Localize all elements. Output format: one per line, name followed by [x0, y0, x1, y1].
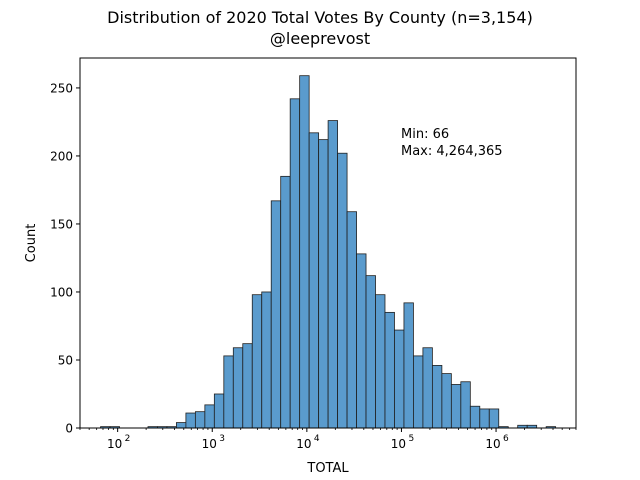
histogram-bar — [431, 365, 443, 429]
y-axis: 0 50 100 150 200 250 — [50, 81, 80, 436]
histogram-bar — [460, 381, 471, 429]
histogram-bar — [213, 393, 225, 429]
histogram-bar — [242, 343, 253, 429]
y-tick-label: 100 — [50, 285, 73, 299]
histogram-bar — [204, 404, 215, 429]
x-tick-exponent: 3 — [219, 434, 225, 444]
y-axis-label: Count — [24, 224, 39, 263]
histogram-bar — [327, 120, 338, 429]
y-tick-label: 250 — [50, 81, 73, 95]
histogram-bar — [450, 384, 462, 429]
y-tick-label: 50 — [58, 353, 73, 367]
histogram-bar — [346, 211, 357, 429]
histogram-bar — [422, 347, 433, 429]
histogram-bar — [251, 294, 263, 429]
histogram-bar — [318, 139, 329, 429]
histogram-bar — [223, 355, 234, 429]
histogram-bar — [176, 422, 187, 429]
x-tick-label: 10 — [202, 437, 217, 451]
histogram-bar — [232, 347, 244, 429]
histogram-bar — [185, 412, 196, 429]
histogram-bar — [280, 175, 291, 429]
histogram-bar — [394, 329, 405, 429]
x-tick-label: 10 — [485, 437, 500, 451]
x-tick-label: 10 — [296, 437, 311, 451]
x-tick-exponent: 2 — [125, 434, 131, 444]
chart-title: Distribution of 2020 Total Votes By Coun… — [107, 8, 533, 27]
y-tick-label: 150 — [50, 217, 73, 231]
x-tick-label: 10 — [391, 437, 406, 451]
histogram-bar — [289, 98, 301, 429]
histogram-bar — [469, 405, 481, 429]
histogram-bar — [337, 152, 348, 429]
x-tick-exponent: 5 — [408, 434, 414, 444]
histogram-bar — [261, 291, 272, 429]
y-tick-label: 0 — [65, 422, 73, 436]
histogram-bar — [488, 408, 500, 429]
x-tick-exponent: 4 — [314, 434, 320, 444]
histogram-bar — [441, 373, 452, 429]
histogram-bar — [270, 200, 282, 429]
y-tick-label: 200 — [50, 149, 73, 163]
x-tick-exponent: 6 — [503, 434, 509, 444]
bars-group — [100, 75, 557, 429]
histogram-bar — [384, 311, 395, 429]
histogram-bar — [479, 408, 490, 429]
histogram-bar — [375, 294, 386, 429]
histogram-bar — [308, 132, 320, 429]
histogram-bar — [403, 302, 414, 429]
plot-frame — [79, 57, 577, 429]
histogram-bar — [356, 253, 367, 429]
min-annotation: Min: 66 — [401, 127, 449, 142]
histogram-bar — [194, 411, 206, 429]
max-annotation: Max: 4,264,365 — [401, 144, 503, 159]
histogram-bar — [365, 275, 376, 429]
histogram-bar — [299, 75, 310, 429]
x-tick-label: 10 — [107, 437, 122, 451]
histogram-bar — [413, 355, 424, 429]
x-axis-label: TOTAL — [306, 461, 349, 476]
chart-subtitle: @leeprevost — [270, 29, 370, 48]
x-axis: 10 2 10 3 10 4 10 5 10 6 — [79, 428, 577, 451]
